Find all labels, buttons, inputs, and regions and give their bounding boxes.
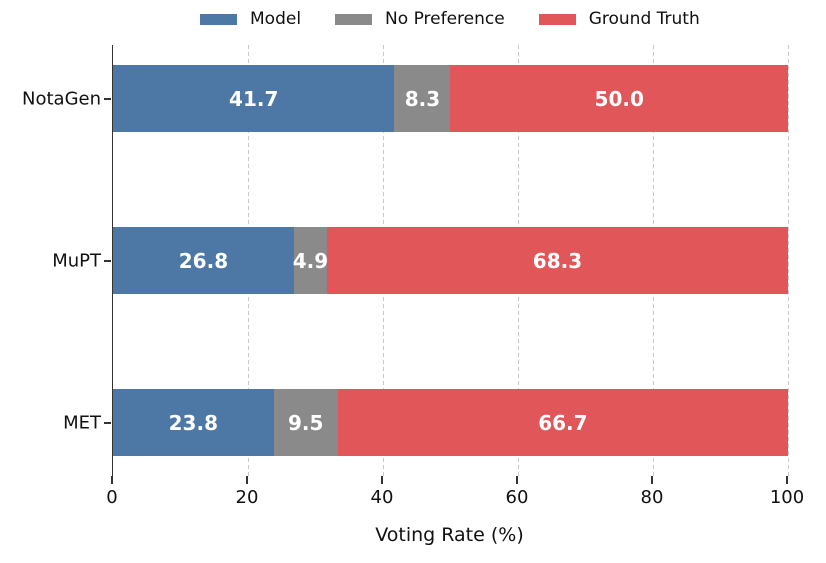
bar-value-label: 9.5 xyxy=(287,410,324,435)
bar-value-label: 68.3 xyxy=(532,248,583,273)
legend-swatch-no-preference xyxy=(335,13,373,25)
plot-area: 41.7 8.3 50.0 26.8 4.9 68.3 23.8 9.5 66.7 xyxy=(112,45,789,476)
x-tick-mark-60 xyxy=(516,476,518,484)
bar-segment-met-ground-truth: 66.7 xyxy=(337,389,788,456)
y-tick-label-met: MET xyxy=(63,412,101,433)
legend-label: Ground Truth xyxy=(588,9,700,29)
bar-value-label: 8.3 xyxy=(404,86,441,111)
bar-row-met: 23.8 9.5 66.7 xyxy=(113,389,788,456)
bar-row-notagen: 41.7 8.3 50.0 xyxy=(113,65,788,132)
bar-segment-mupt-ground-truth: 68.3 xyxy=(326,227,788,294)
bar-segment-notagen-ground-truth: 50.0 xyxy=(450,65,788,132)
legend-item-ground-truth: Ground Truth xyxy=(538,9,700,29)
bar-segment-notagen-no-preference: 8.3 xyxy=(394,65,451,132)
bar-value-label: 41.7 xyxy=(229,86,279,111)
y-tick-mark-notagen xyxy=(104,97,111,100)
y-tick-label-notagen: NotaGen xyxy=(22,88,101,109)
x-tick-label-60: 60 xyxy=(505,487,529,508)
chart-legend: Model No Preference Ground Truth xyxy=(200,9,700,29)
x-tick-mark-40 xyxy=(381,476,383,484)
y-tick-mark-met xyxy=(104,421,111,424)
bar-segment-met-model: 23.8 xyxy=(113,389,274,456)
bar-segment-met-no-preference: 9.5 xyxy=(273,389,338,456)
bar-segment-notagen-model: 41.7 xyxy=(113,65,395,132)
bar-value-label: 50.0 xyxy=(594,86,644,111)
y-tick-label-mupt: MuPT xyxy=(52,250,101,271)
legend-item-model: Model xyxy=(200,9,301,29)
bar-value-label: 4.9 xyxy=(292,248,329,273)
x-tick-label-0: 0 xyxy=(106,487,118,508)
legend-swatch-model xyxy=(200,13,237,25)
x-tick-label-80: 80 xyxy=(640,487,664,508)
x-tick-mark-0 xyxy=(111,476,113,484)
bar-value-label: 26.8 xyxy=(178,248,229,273)
x-tick-mark-20 xyxy=(246,476,248,484)
x-tick-label-40: 40 xyxy=(370,487,394,508)
bar-segment-mupt-no-preference: 4.9 xyxy=(292,227,329,294)
x-axis-title: Voting Rate (%) xyxy=(375,524,524,546)
x-tick-mark-100 xyxy=(786,476,788,484)
bar-row-mupt: 26.8 4.9 68.3 xyxy=(113,227,788,294)
x-tick-mark-80 xyxy=(651,476,653,484)
bar-value-label: 23.8 xyxy=(168,410,218,435)
x-tick-label-100: 100 xyxy=(769,487,805,508)
legend-swatch-ground-truth xyxy=(538,13,576,25)
gridline-100 xyxy=(788,45,789,476)
legend-label: No Preference xyxy=(385,9,505,29)
bar-segment-mupt-model: 26.8 xyxy=(113,227,294,294)
legend-label: Model xyxy=(250,9,302,29)
legend-item-no-preference: No Preference xyxy=(335,9,505,29)
x-tick-label-20: 20 xyxy=(235,487,259,508)
y-tick-mark-mupt xyxy=(104,259,111,262)
bar-value-label: 66.7 xyxy=(538,410,588,435)
